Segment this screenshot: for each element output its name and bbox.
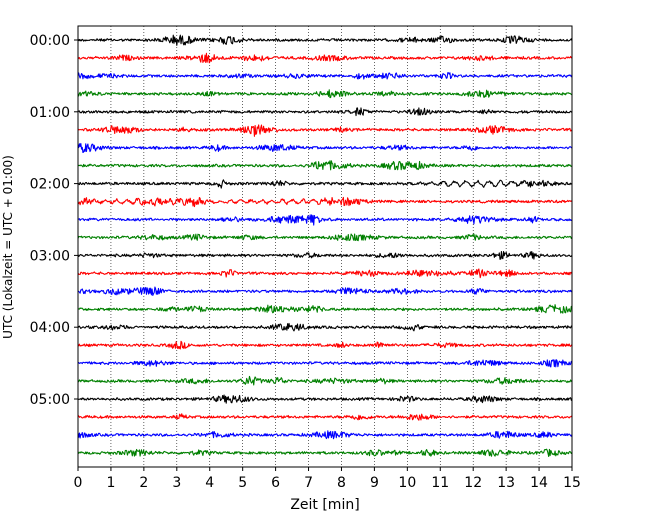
trace-1 xyxy=(77,52,573,64)
y-tick-label-0: 00:00 xyxy=(30,33,70,49)
x-tick-label-2: 2 xyxy=(139,475,148,491)
trace-0 xyxy=(77,34,573,46)
trace-7 xyxy=(77,160,573,171)
trace-16 xyxy=(77,322,573,332)
x-tick-label-14: 14 xyxy=(530,475,548,491)
trace-2 xyxy=(77,72,573,80)
y-axis-label: UTC (Lokalzeit = UTC + 01:00) xyxy=(1,155,15,339)
trace-20 xyxy=(77,394,573,404)
x-tick-label-11: 11 xyxy=(431,475,449,491)
trace-17 xyxy=(77,340,573,350)
x-tick-label-8: 8 xyxy=(337,475,346,491)
trace-19 xyxy=(77,375,573,386)
trace-22 xyxy=(77,430,573,440)
y-axis-ticks: 00:00 01:00 02:00 03:00 04:00 05:00 xyxy=(30,33,78,408)
trace-9 xyxy=(77,196,573,208)
x-tick-label-12: 12 xyxy=(464,475,482,491)
trace-12 xyxy=(77,250,573,260)
plot-frame xyxy=(77,25,573,468)
x-axis-label: Zeit [min] xyxy=(290,497,359,513)
trace-10 xyxy=(77,214,573,226)
y-tick-label-3: 03:00 xyxy=(30,248,70,264)
trace-5 xyxy=(77,124,573,137)
trace-15 xyxy=(77,304,573,314)
trace-14 xyxy=(77,286,573,296)
x-tick-label-0: 0 xyxy=(74,475,83,491)
trace-11 xyxy=(77,233,573,242)
trace-8 xyxy=(77,179,573,189)
y-tick-label-1: 01:00 xyxy=(30,105,70,121)
x-tick-label-7: 7 xyxy=(304,475,313,491)
x-tick-label-15: 15 xyxy=(563,475,581,491)
trace-13 xyxy=(77,268,573,279)
x-tick-label-4: 4 xyxy=(205,475,214,491)
x-tick-label-5: 5 xyxy=(238,475,247,491)
x-tick-label-1: 1 xyxy=(106,475,115,491)
y-tick-label-4: 04:00 xyxy=(30,320,70,336)
seismogram-traces xyxy=(77,34,573,458)
y-tick-label-5: 05:00 xyxy=(30,392,70,408)
trace-23 xyxy=(77,448,573,458)
trace-21 xyxy=(77,413,573,421)
x-tick-label-3: 3 xyxy=(172,475,181,491)
x-axis-ticks: 0 1 2 3 4 5 6 7 8 9 10 11 12 13 14 15 xyxy=(74,467,581,491)
trace-18 xyxy=(77,359,573,368)
trace-3 xyxy=(77,89,573,99)
trace-4 xyxy=(77,107,573,117)
x-tick-label-13: 13 xyxy=(497,475,515,491)
x-tick-label-10: 10 xyxy=(398,475,416,491)
y-tick-label-2: 02:00 xyxy=(30,177,70,193)
trace-6 xyxy=(77,142,573,154)
plot-background xyxy=(78,26,572,467)
x-tick-label-9: 9 xyxy=(370,475,379,491)
x-tick-label-6: 6 xyxy=(271,475,280,491)
